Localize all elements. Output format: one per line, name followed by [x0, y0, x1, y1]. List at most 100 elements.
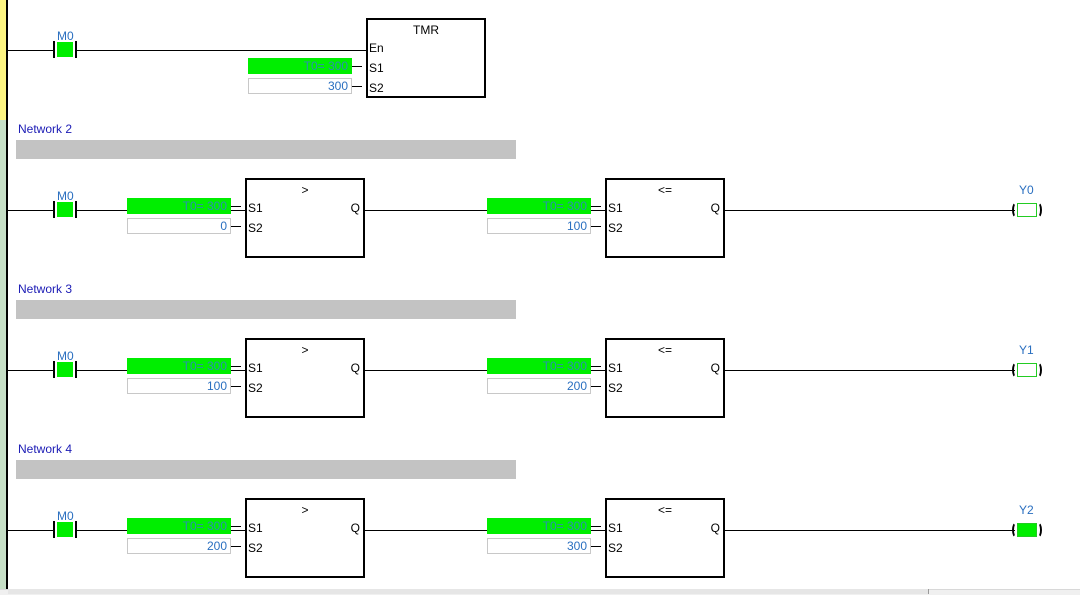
block-title: <=: [657, 343, 672, 357]
coil-right-paren: [1034, 362, 1042, 378]
coil-left-paren: [1012, 202, 1020, 218]
network-label: Network 4: [18, 442, 73, 456]
contact-energized-fill: [57, 522, 73, 537]
pin-q: Q: [710, 521, 720, 535]
operand-s1-value[interactable]: T0= 300: [487, 518, 591, 534]
operand-wire: [591, 366, 601, 367]
pin-s2: S2: [608, 381, 623, 395]
operand-s1-value[interactable]: T0= 300: [127, 358, 231, 374]
rung-wire: [77, 50, 367, 51]
operand-wire: [231, 206, 241, 207]
output-coil-y1[interactable]: [1012, 362, 1042, 378]
active-network-margin: [0, 0, 6, 120]
block-title: <=: [657, 183, 672, 197]
pin-q: Q: [710, 201, 720, 215]
network-comment-bar[interactable]: [16, 300, 516, 319]
output-coil-y0[interactable]: [1012, 202, 1042, 218]
contact-label: M0: [57, 509, 74, 523]
rung-wire: [365, 530, 606, 531]
operand-wire: [231, 546, 241, 547]
operand-wire: [352, 86, 362, 87]
operand-s1-value[interactable]: T0= 300: [127, 198, 231, 214]
coil-label: Y2: [1019, 503, 1034, 517]
contact-m0[interactable]: [53, 361, 77, 378]
pin-s1: S1: [369, 61, 384, 75]
operand-s2-value[interactable]: 100: [127, 378, 231, 394]
operand-s2-value[interactable]: 100: [487, 218, 591, 234]
contact-energized-fill: [57, 202, 73, 217]
operand-s2-value[interactable]: 200: [487, 378, 591, 394]
operand-s2-value[interactable]: 300: [248, 78, 352, 94]
rung-wire: [725, 530, 1015, 531]
contact-m0[interactable]: [53, 521, 77, 538]
timer-block-tmr[interactable]: TMR En S1 S2: [366, 18, 486, 98]
operand-s1-value[interactable]: T0= 300: [487, 198, 591, 214]
pin-q: Q: [710, 361, 720, 375]
pin-s1: S1: [608, 201, 623, 215]
pin-s1: S1: [248, 201, 263, 215]
operand-wire: [352, 66, 362, 67]
output-coil-y2[interactable]: [1012, 522, 1042, 538]
rung-wire: [8, 50, 53, 51]
rung-wire: [8, 370, 53, 371]
rung-wire: [8, 210, 53, 211]
pin-s2: S2: [248, 541, 263, 555]
scrollbar-thumb[interactable]: [8, 589, 929, 594]
rung-wire: [725, 370, 1015, 371]
operand-wire: [231, 366, 241, 367]
rung-wire: [365, 370, 606, 371]
left-power-rail: [6, 0, 8, 594]
pin-s2: S2: [248, 381, 263, 395]
compare-less-equal-block[interactable]: <= S1 S2 Q: [605, 498, 725, 578]
coil-label: Y0: [1019, 183, 1034, 197]
contact-label: M0: [57, 29, 74, 43]
pin-s1: S1: [608, 361, 623, 375]
operand-s1-value[interactable]: T0= 300: [487, 358, 591, 374]
block-title: >: [301, 343, 309, 357]
network-comment-bar[interactable]: [16, 460, 516, 479]
pin-q: Q: [350, 521, 360, 535]
compare-less-equal-block[interactable]: <= S1 S2 Q: [605, 338, 725, 418]
pin-s2: S2: [248, 221, 263, 235]
contact-m0[interactable]: [53, 41, 77, 58]
coil-right-paren: [1034, 202, 1042, 218]
rung-wire: [725, 210, 1015, 211]
operand-s2-value[interactable]: 300: [487, 538, 591, 554]
operand-s2-value[interactable]: 200: [127, 538, 231, 554]
contact-energized-fill: [57, 42, 73, 57]
compare-greater-block[interactable]: > S1 S2 Q: [245, 338, 365, 418]
rung-wire: [365, 210, 606, 211]
block-title: >: [301, 503, 309, 517]
coil-label: Y1: [1019, 343, 1034, 357]
operand-s2-value[interactable]: 0: [127, 218, 231, 234]
compare-greater-block[interactable]: > S1 S2 Q: [245, 178, 365, 258]
operand-wire: [591, 546, 601, 547]
pin-s1: S1: [248, 521, 263, 535]
pin-q: Q: [350, 201, 360, 215]
contact-label: M0: [57, 189, 74, 203]
pin-s2: S2: [369, 81, 384, 95]
network-label: Network 3: [18, 282, 73, 296]
coil-left-paren: [1012, 522, 1020, 538]
operand-s1-value[interactable]: T0= 300: [248, 58, 352, 74]
block-title: TMR: [413, 23, 439, 37]
pin-q: Q: [350, 361, 360, 375]
contact-m0[interactable]: [53, 201, 77, 218]
contact-label: M0: [57, 349, 74, 363]
operand-wire: [591, 206, 601, 207]
rung-wire: [8, 530, 53, 531]
block-title: >: [301, 183, 309, 197]
contact-energized-fill: [57, 362, 73, 377]
compare-less-equal-block[interactable]: <= S1 S2 Q: [605, 178, 725, 258]
pin-s2: S2: [608, 541, 623, 555]
network-comment-bar[interactable]: [16, 140, 516, 159]
block-title: <=: [657, 503, 672, 517]
operand-wire: [231, 386, 241, 387]
operand-s1-value[interactable]: T0= 300: [127, 518, 231, 534]
compare-greater-block[interactable]: > S1 S2 Q: [245, 498, 365, 578]
operand-wire: [591, 226, 601, 227]
pin-en: En: [369, 41, 384, 55]
coil-left-paren: [1012, 362, 1020, 378]
pin-s2: S2: [608, 221, 623, 235]
operand-wire: [591, 386, 601, 387]
